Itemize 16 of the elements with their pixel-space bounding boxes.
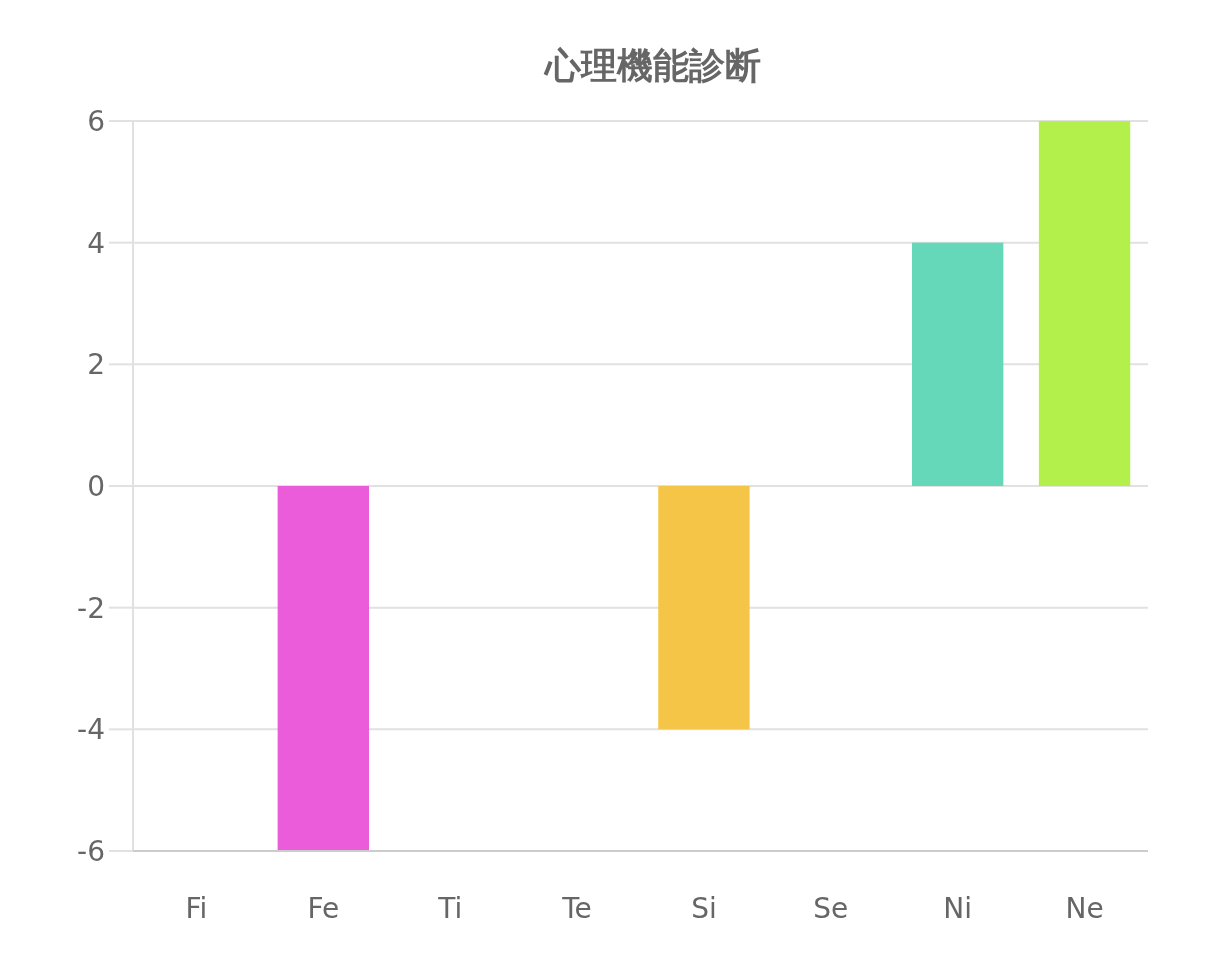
x-tick-label: Te — [561, 892, 592, 925]
chart-title: 心理機能診断 — [542, 45, 761, 86]
y-tick-label: 2 — [87, 348, 105, 382]
y-tick-label: -6 — [77, 835, 105, 868]
y-tick-label: 0 — [87, 470, 105, 503]
x-tick-label: Si — [691, 892, 717, 925]
x-tick-label: Fi — [185, 892, 208, 925]
x-tick-label: Ni — [943, 892, 973, 925]
y-tick-label: -2 — [77, 591, 105, 625]
x-tick-label: Fe — [307, 892, 340, 925]
y-tick-label: 4 — [87, 226, 105, 260]
x-tick-label: Ti — [437, 892, 463, 925]
y-tick-label: 6 — [87, 105, 105, 138]
y-tick-label: -4 — [77, 713, 105, 747]
x-tick-label: Se — [813, 892, 849, 925]
x-tick-label: Ne — [1065, 892, 1104, 925]
